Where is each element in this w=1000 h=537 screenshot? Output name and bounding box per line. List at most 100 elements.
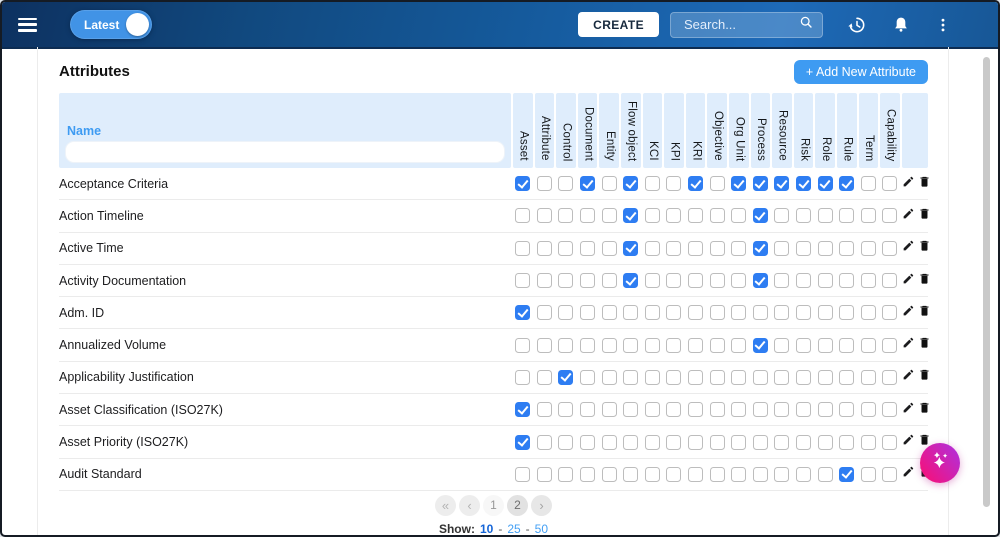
attribute-checkbox[interactable] xyxy=(580,402,596,418)
attribute-checkbox[interactable] xyxy=(515,273,531,289)
bell-icon[interactable] xyxy=(891,15,911,35)
attribute-checkbox[interactable] xyxy=(644,273,660,289)
attribute-checkbox[interactable] xyxy=(623,305,639,321)
attribute-checkbox[interactable] xyxy=(860,337,876,353)
search-input[interactable] xyxy=(682,16,798,33)
attribute-checkbox[interactable] xyxy=(536,337,552,353)
attribute-checkbox[interactable] xyxy=(796,305,812,321)
attribute-checkbox[interactable] xyxy=(536,305,552,321)
attribute-checkbox[interactable] xyxy=(774,434,790,450)
attribute-checkbox[interactable] xyxy=(774,208,790,224)
attribute-checkbox[interactable] xyxy=(839,369,855,385)
pagination-next-button[interactable]: › xyxy=(531,494,552,516)
attribute-checkbox[interactable] xyxy=(666,208,682,224)
attribute-checkbox[interactable] xyxy=(752,466,768,482)
attribute-checkbox[interactable] xyxy=(601,273,617,289)
attribute-checkbox[interactable] xyxy=(536,466,552,482)
attribute-checkbox[interactable] xyxy=(752,369,768,385)
attribute-checkbox[interactable] xyxy=(666,466,682,482)
attribute-checkbox[interactable] xyxy=(817,240,833,256)
attribute-checkbox[interactable] xyxy=(860,176,876,192)
attribute-checkbox[interactable] xyxy=(752,337,768,353)
attribute-checkbox[interactable] xyxy=(515,337,531,353)
attribute-checkbox[interactable] xyxy=(623,273,639,289)
attribute-checkbox[interactable] xyxy=(817,305,833,321)
attribute-checkbox[interactable] xyxy=(536,208,552,224)
attribute-checkbox[interactable] xyxy=(580,176,596,192)
attribute-checkbox[interactable] xyxy=(601,337,617,353)
attribute-checkbox[interactable] xyxy=(839,466,855,482)
attribute-checkbox[interactable] xyxy=(709,369,725,385)
attribute-checkbox[interactable] xyxy=(644,402,660,418)
attribute-checkbox[interactable] xyxy=(796,208,812,224)
attribute-checkbox[interactable] xyxy=(558,434,574,450)
attribute-checkbox[interactable] xyxy=(796,176,812,192)
attribute-checkbox[interactable] xyxy=(882,176,898,192)
history-icon[interactable] xyxy=(846,14,868,36)
attribute-checkbox[interactable] xyxy=(666,176,682,192)
delete-trash-icon[interactable] xyxy=(918,304,931,322)
attribute-checkbox[interactable] xyxy=(817,402,833,418)
attribute-checkbox[interactable] xyxy=(666,305,682,321)
attribute-checkbox[interactable] xyxy=(709,434,725,450)
attribute-checkbox[interactable] xyxy=(839,337,855,353)
attribute-checkbox[interactable] xyxy=(558,466,574,482)
attribute-checkbox[interactable] xyxy=(860,305,876,321)
attribute-checkbox[interactable] xyxy=(752,305,768,321)
attribute-checkbox[interactable] xyxy=(644,176,660,192)
pagination-prev-button[interactable]: ‹ xyxy=(459,494,480,516)
attribute-checkbox[interactable] xyxy=(515,176,531,192)
attribute-checkbox[interactable] xyxy=(688,305,704,321)
attribute-checkbox[interactable] xyxy=(860,240,876,256)
attribute-checkbox[interactable] xyxy=(839,402,855,418)
attribute-checkbox[interactable] xyxy=(515,434,531,450)
edit-pencil-icon[interactable] xyxy=(902,239,915,257)
attribute-checkbox[interactable] xyxy=(623,466,639,482)
attribute-checkbox[interactable] xyxy=(882,240,898,256)
attribute-checkbox[interactable] xyxy=(580,273,596,289)
scrollbar-thumb[interactable] xyxy=(983,57,990,507)
attribute-checkbox[interactable] xyxy=(558,176,574,192)
attribute-checkbox[interactable] xyxy=(536,273,552,289)
attribute-checkbox[interactable] xyxy=(731,305,747,321)
attribute-checkbox[interactable] xyxy=(580,434,596,450)
attribute-checkbox[interactable] xyxy=(688,402,704,418)
attribute-checkbox[interactable] xyxy=(796,273,812,289)
attribute-checkbox[interactable] xyxy=(731,402,747,418)
attribute-checkbox[interactable] xyxy=(601,434,617,450)
attribute-checkbox[interactable] xyxy=(558,305,574,321)
attribute-checkbox[interactable] xyxy=(709,402,725,418)
attribute-checkbox[interactable] xyxy=(817,337,833,353)
attribute-checkbox[interactable] xyxy=(839,240,855,256)
attribute-checkbox[interactable] xyxy=(580,369,596,385)
attribute-checkbox[interactable] xyxy=(752,273,768,289)
attribute-checkbox[interactable] xyxy=(882,305,898,321)
attribute-checkbox[interactable] xyxy=(774,466,790,482)
attribute-checkbox[interactable] xyxy=(709,240,725,256)
attribute-checkbox[interactable] xyxy=(709,273,725,289)
attribute-checkbox[interactable] xyxy=(644,466,660,482)
attribute-checkbox[interactable] xyxy=(536,240,552,256)
edit-pencil-icon[interactable] xyxy=(902,272,915,290)
attribute-checkbox[interactable] xyxy=(580,240,596,256)
attribute-checkbox[interactable] xyxy=(709,466,725,482)
attribute-checkbox[interactable] xyxy=(731,208,747,224)
attribute-checkbox[interactable] xyxy=(688,208,704,224)
attribute-checkbox[interactable] xyxy=(882,434,898,450)
attribute-checkbox[interactable] xyxy=(580,466,596,482)
attribute-checkbox[interactable] xyxy=(882,273,898,289)
edit-pencil-icon[interactable] xyxy=(902,336,915,354)
attribute-checkbox[interactable] xyxy=(839,305,855,321)
attribute-checkbox[interactable] xyxy=(644,305,660,321)
attribute-checkbox[interactable] xyxy=(515,466,531,482)
attribute-checkbox[interactable] xyxy=(558,369,574,385)
attribute-checkbox[interactable] xyxy=(882,466,898,482)
delete-trash-icon[interactable] xyxy=(918,272,931,290)
attribute-checkbox[interactable] xyxy=(666,337,682,353)
delete-trash-icon[interactable] xyxy=(918,433,931,451)
attribute-checkbox[interactable] xyxy=(774,369,790,385)
delete-trash-icon[interactable] xyxy=(918,239,931,257)
attribute-checkbox[interactable] xyxy=(666,240,682,256)
attribute-checkbox[interactable] xyxy=(515,208,531,224)
attribute-checkbox[interactable] xyxy=(731,466,747,482)
